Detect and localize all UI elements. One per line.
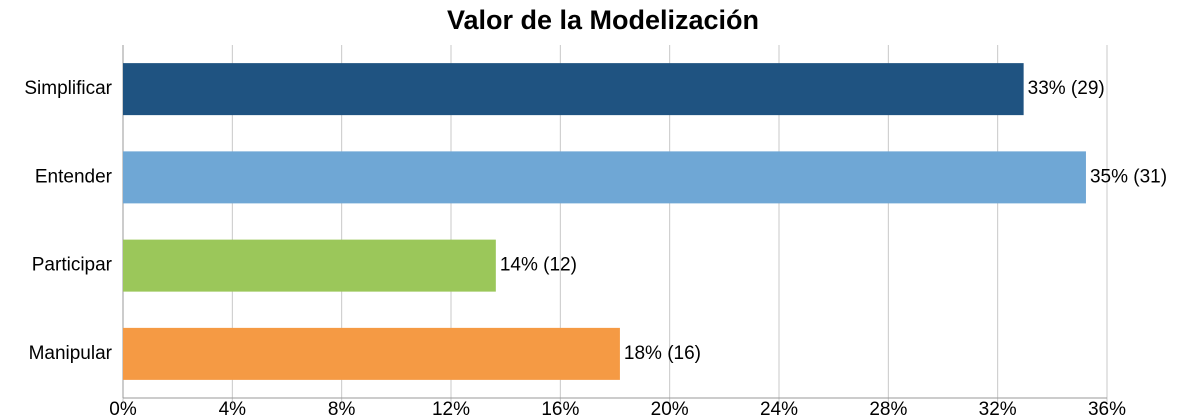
chart-title: Valor de la Modelización — [447, 5, 759, 35]
x-tick-label: 0% — [109, 399, 137, 419]
x-tick-label: 24% — [760, 399, 798, 419]
bar — [123, 151, 1086, 204]
x-tick-label: 8% — [328, 399, 356, 419]
x-tick-label: 16% — [541, 399, 579, 419]
bar — [123, 239, 496, 292]
y-tick-label: Participar — [32, 255, 113, 276]
x-tick-label: 28% — [869, 399, 907, 419]
bar — [123, 63, 1024, 116]
x-tick-label: 4% — [219, 399, 247, 419]
x-tick-label: 36% — [1088, 399, 1126, 419]
y-tick-label: Entender — [35, 166, 113, 187]
y-tick-label: Simplificar — [24, 78, 112, 99]
data-label: 33% (29) — [1028, 78, 1105, 99]
data-label: 14% (12) — [500, 255, 577, 276]
data-label: 35% (31) — [1090, 166, 1167, 187]
bar — [123, 327, 620, 380]
x-tick-label: 20% — [651, 399, 689, 419]
y-tick-label: Manipular — [29, 343, 113, 364]
data-label: 18% (16) — [624, 343, 701, 364]
x-tick-label: 12% — [432, 399, 470, 419]
x-tick-label: 32% — [979, 399, 1017, 419]
